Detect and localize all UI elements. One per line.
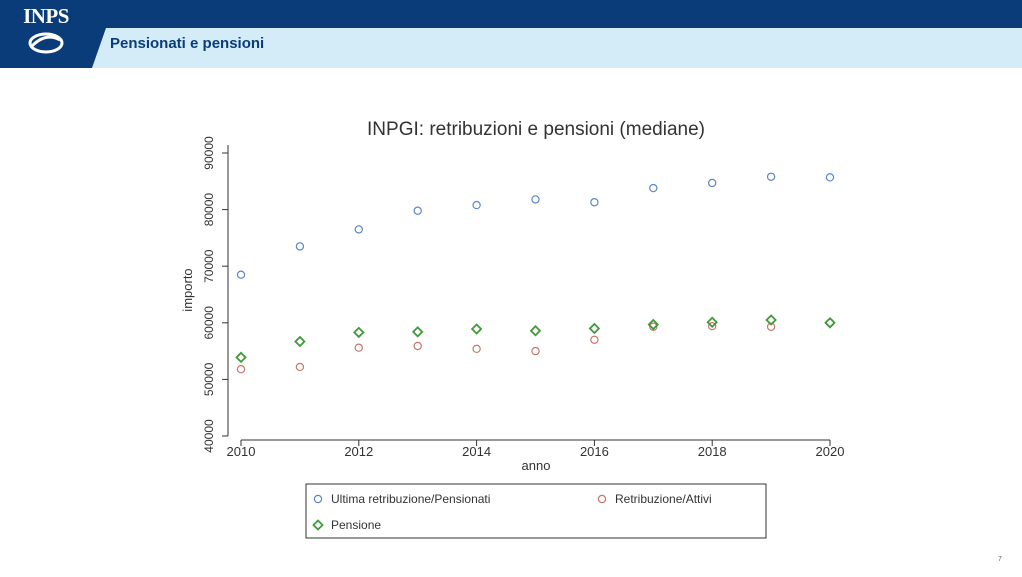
legend-label-series-3: Pensione <box>331 518 381 532</box>
y-tick-label: 70000 <box>202 249 216 283</box>
y-axis-label: importo <box>180 268 195 311</box>
x-tick-label: 2010 <box>227 444 256 459</box>
logo-text: INPS <box>23 4 69 28</box>
point-series-2 <box>531 346 540 356</box>
legend-label-series-1: Ultima retribuzione/Pensionati <box>331 492 490 506</box>
point-series-3 <box>353 326 365 339</box>
point-series-1 <box>708 178 717 188</box>
point-series-3 <box>647 318 660 331</box>
section-title: Pensionati e pensioni <box>110 35 265 52</box>
point-series-3 <box>235 351 247 364</box>
point-series-1 <box>825 173 835 182</box>
point-series-3 <box>294 335 306 348</box>
legend-marker-series-1 <box>313 494 323 504</box>
point-series-3 <box>706 316 718 329</box>
point-series-1 <box>295 242 305 251</box>
x-tick-label: 2014 <box>462 444 491 459</box>
page-number: 7 <box>998 556 1002 563</box>
point-series-3 <box>470 323 483 335</box>
point-series-2 <box>590 335 599 344</box>
y-tick-label: 80000 <box>202 193 216 227</box>
legend-label-series-2: Retribuzione/Attivi <box>615 492 712 506</box>
chart-title: INPGI: retribuzioni e pensioni (mediane) <box>367 119 705 140</box>
y-tick-label: 50000 <box>202 362 216 396</box>
legend-marker-series-3 <box>312 519 324 531</box>
legend-marker-series-2 <box>597 494 607 504</box>
point-series-3 <box>824 317 836 329</box>
y-tick-label: 90000 <box>202 136 216 170</box>
point-series-1 <box>472 200 481 210</box>
point-series-1 <box>413 206 422 215</box>
point-series-1 <box>354 225 363 234</box>
point-series-2 <box>413 341 422 351</box>
point-series-2 <box>649 322 658 331</box>
point-series-2 <box>708 321 717 331</box>
point-series-1 <box>236 270 246 279</box>
inps-logo: INPS <box>10 4 82 64</box>
point-series-2 <box>295 362 305 372</box>
point-series-2 <box>472 344 481 354</box>
point-series-3 <box>411 326 424 338</box>
point-series-1 <box>766 172 776 181</box>
point-series-3 <box>588 322 601 335</box>
point-series-1 <box>531 195 540 204</box>
x-axis-label: anno <box>522 458 551 473</box>
point-series-2 <box>236 365 246 374</box>
point-series-2 <box>766 322 776 331</box>
x-tick-label: 2012 <box>344 444 373 459</box>
point-series-1 <box>649 183 658 193</box>
legend-box <box>305 483 767 539</box>
y-tick-label: 40000 <box>202 419 216 453</box>
point-series-3 <box>529 324 542 337</box>
header-title-band <box>92 28 1022 68</box>
x-tick-label: 2018 <box>698 444 727 459</box>
point-series-3 <box>765 314 777 326</box>
point-series-2 <box>354 343 363 352</box>
x-tick-label: 2020 <box>816 444 845 459</box>
logo-swirl-icon <box>28 32 64 54</box>
point-series-1 <box>590 198 599 207</box>
y-tick-label: 60000 <box>202 306 216 340</box>
x-tick-label: 2016 <box>580 444 609 459</box>
